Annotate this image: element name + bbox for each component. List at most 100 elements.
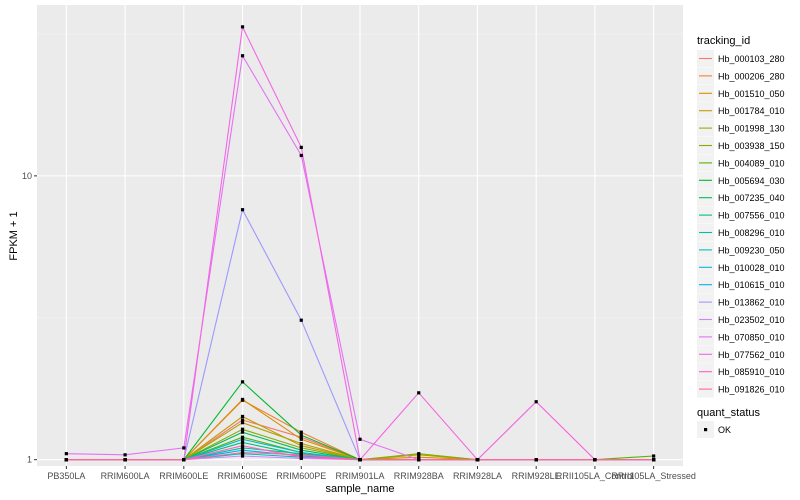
data-point [299,446,303,450]
legend-item: Hb_003938_150 [697,137,785,154]
legend-item: Hb_000206_280 [697,67,785,85]
data-point [534,400,538,404]
data-point [182,446,186,450]
legend-item: Hb_091826_010 [697,380,785,398]
legend-item: Hb_007556_010 [697,206,785,224]
legend-item: Hb_010615_010 [697,276,785,294]
x-tick-label: RRIM928LE [512,471,561,481]
x-tick-label: RRII105LA_Stressed [611,471,696,481]
data-point [240,454,245,458]
legend-label: Hb_005694_030 [718,176,785,186]
legend-item: Hb_023502_010 [697,311,785,328]
legend-label: Hb_001998_130 [718,124,785,134]
legend-item: Hb_085910_010 [697,363,785,381]
legend-label: Hb_007235_040 [718,193,785,203]
data-point [299,437,303,441]
data-point [240,435,245,439]
data-point [240,450,245,455]
legend-label: Hb_010028_010 [718,263,785,273]
x-tick-label: RRIM600PE [276,471,326,481]
data-point [240,54,245,58]
legend-item: Hb_008296_010 [697,224,785,241]
data-point [417,458,421,462]
legend-label: Hb_013862_010 [718,298,785,308]
data-point [299,450,303,455]
data-point [240,208,245,212]
x-tick-label: PB350LA [47,471,85,481]
data-point [593,458,597,462]
data-point [240,440,245,445]
legend-item: Hb_001510_050 [697,84,785,102]
y-tick-label: 1 [27,455,32,465]
data-point [417,452,421,456]
x-axis-title: sample_name [325,483,394,495]
x-tick-label: RRII105LA_Control [556,471,634,481]
data-point [64,452,68,456]
legend-label: Hb_000103_280 [718,54,785,64]
y-tick-label: 10 [22,171,32,181]
data-point [299,318,303,322]
color-legend: tracking_id Hb_000103_280 Hb_000206_280 Hb… [697,35,785,398]
legend-label: Hb_003938_150 [718,141,785,151]
data-point [299,444,303,448]
data-point [240,437,245,441]
legend-label: Hb_009230_050 [718,245,785,255]
x-tick-label: RRIM901LA [335,471,384,481]
legend-item: Hb_070850_010 [697,328,785,346]
data-point [240,421,245,425]
data-point [299,435,303,439]
data-point [182,458,186,462]
data-point [475,458,480,462]
legend-label: Hb_070850_010 [718,332,785,342]
legend-label: Hb_000206_280 [718,71,785,81]
data-point [652,454,656,458]
series-points [64,25,656,462]
data-point [64,458,68,462]
legend-item: Hb_000103_280 [697,50,785,67]
data-point [299,441,303,446]
data-point [299,430,303,434]
x-tick-label: RRIM600LA [101,471,150,481]
x-axis: PB350LA RRIM600LA RRIM600LE RRIM600SE RRIM60… [47,466,696,481]
legend-label: Hb_023502_010 [718,315,785,325]
data-point [240,418,245,422]
legend-title: tracking_id [697,35,750,47]
legend-label: Hb_008296_010 [718,228,785,238]
shape-legend-marker [704,428,708,432]
legend-label: Hb_077562_010 [718,350,785,360]
data-point [240,430,245,434]
legend-item: Hb_010028_010 [697,258,785,276]
legend-item: Hb_013862_010 [697,293,785,311]
data-point [358,437,362,441]
y-axis-title: FPKM + 1 [8,211,20,260]
legend-label: Hb_001510_050 [718,89,785,99]
legend-item: Hb_004089_010 [697,154,785,172]
data-point [299,153,303,158]
data-point [240,427,245,431]
shape-legend-title: quant_status [697,407,760,419]
data-point [240,380,245,384]
data-point [299,455,303,459]
x-tick-label: RRIM600LE [159,471,208,481]
legend-label: Hb_004089_010 [718,158,785,168]
data-point [534,458,538,462]
legend-label: Hb_007556_010 [718,211,785,221]
shape-legend: quant_status OK [697,407,760,438]
shape-legend-label: OK [718,425,731,435]
x-tick-label: RRIM600SE [218,471,268,481]
legend-item: Hb_005694_030 [697,171,785,189]
legend-item: Hb_009230_050 [697,241,785,259]
shape-legend-item: OK [697,421,731,438]
legend-label: Hb_085910_010 [718,367,785,377]
data-point [299,453,303,457]
y-axis: 1 10 [22,171,37,465]
data-point [240,444,245,448]
data-point [240,446,245,450]
x-tick-label: RRIM928LA [453,471,502,481]
data-point [240,25,245,29]
data-point [240,414,245,419]
legend-item: Hb_001998_130 [697,119,785,137]
legend-label: Hb_001784_010 [718,106,785,116]
data-point [417,391,421,395]
